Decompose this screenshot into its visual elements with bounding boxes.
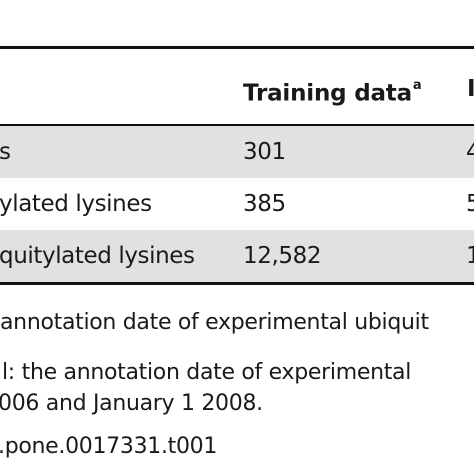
row-label: quitylated lysines [0,243,195,269]
footnote-line-1: annotation date of experimental ubiquit [0,310,429,335]
table-row: s 301 4 [0,126,474,178]
footnote-line-2: l: the annotation date of experimental [2,360,412,385]
footnote-line-3: 006 and January 1 2008. [0,391,263,416]
table-bottom-rule [0,282,474,285]
next-column-header: I [467,76,474,102]
next-column-value: 5 [466,191,474,217]
next-column-value: 4 [466,139,474,165]
training-value: 385 [243,191,286,217]
table-row: quitylated lysines 12,582 1 [0,230,474,282]
table-top-rule [0,46,474,49]
table-header-rule [0,124,474,126]
row-label: s [0,139,11,165]
doi-line: .pone.0017331.t001 [0,434,218,459]
training-data-footnote-marker: a [412,78,422,93]
next-column-value: 1 [466,243,474,269]
row-label: ylated lysines [0,191,152,217]
training-value: 301 [243,139,286,165]
table-row: ylated lysines 385 5 [0,178,474,230]
training-value: 12,582 [243,243,322,269]
training-data-header: Training dataa [243,76,422,107]
training-data-header-label: Training data [243,80,412,107]
